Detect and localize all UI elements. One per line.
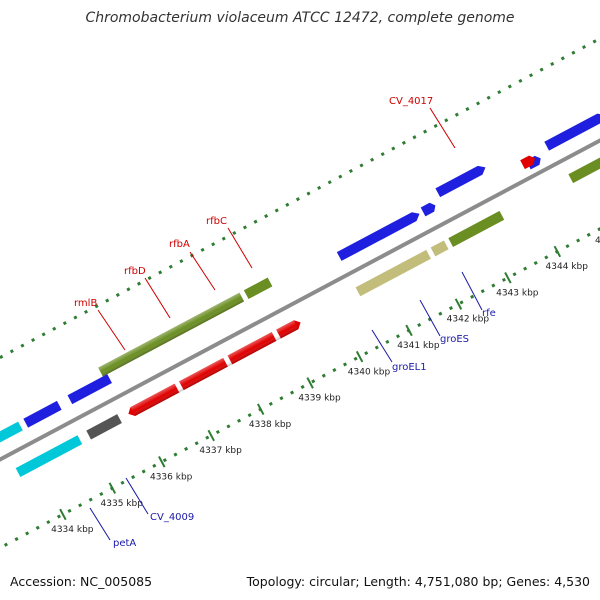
map-content: 4334 kbp 4335 kbp 4336 kbp 4337 kbp 4338 kbp…	[0, 3, 600, 587]
scale-tick	[108, 482, 117, 494]
gene-labels: rmlB rfbD rfbA rfbC CV_4017 groEL1 groES…	[74, 96, 496, 549]
gene-groES-reverse	[430, 240, 449, 257]
gene-groES-forward	[420, 202, 436, 217]
map-title: Chromobacterium violaceum ATCC 12472, co…	[85, 10, 514, 26]
gene-olive-right-reverse	[568, 144, 600, 184]
gene-label-rmlB: rmlB	[74, 298, 97, 309]
gene-cyan-reverse	[15, 435, 83, 477]
scale-tick-label: 4335 kbp	[101, 499, 144, 509]
scale-tick-label: 4337 kbp	[199, 446, 242, 456]
scale-tick-label: 4344 kbp	[546, 262, 589, 272]
gene-label-CV_4017: CV_4017	[389, 96, 433, 107]
gene-groEL1-forward	[336, 212, 420, 261]
gene-CV_4017-reverse	[520, 155, 535, 170]
gene-label-CV_4009: CV_4009	[150, 512, 194, 523]
scale-tick-label: 4345 kbp	[595, 236, 600, 246]
gene-label-rfbA: rfbA	[169, 239, 190, 250]
gene-rfbC-forward	[243, 277, 273, 300]
scale-ticks: 4334 kbp 4335 kbp 4336 kbp 4337 kbp 4338 kbp…	[51, 236, 600, 535]
gene-grey-reverse	[86, 414, 122, 440]
scale-tick-label: 4336 kbp	[150, 472, 193, 482]
scale-tick-label: 4342 kbp	[447, 315, 490, 325]
scale-tick	[59, 508, 67, 521]
gene-label-groES: groES	[440, 334, 469, 345]
gene-label-rfbD: rfbD	[124, 266, 146, 277]
gene-label-groEL1: groEL1	[392, 362, 427, 373]
gene-groEL1-reverse	[355, 249, 431, 297]
gene-cyan-forward	[0, 421, 23, 456]
scale-tick	[504, 272, 512, 284]
inner-guide-line	[0, 151, 600, 587]
gene-rfe-reverse	[448, 210, 505, 247]
accession-text: Accession: NC_005085	[10, 574, 152, 589]
scale-tick-label: 4340 kbp	[348, 367, 391, 377]
gene-petA-forward	[23, 400, 62, 428]
genome-backbone	[0, 86, 600, 514]
scale-tick-label: 4341 kbp	[397, 341, 440, 351]
scale-tick-label: 4339 kbp	[298, 394, 341, 404]
scale-tick	[553, 245, 562, 258]
gene-shading	[98, 292, 299, 416]
scale-tick	[158, 456, 166, 468]
scale-tick	[207, 429, 215, 442]
gene-blue-right-forward	[544, 113, 600, 151]
scale-tick-label: 4334 kbp	[51, 525, 94, 535]
gene-label-rfbC: rfbC	[206, 216, 227, 227]
scale-tick	[405, 324, 413, 337]
scale-tick-label: 4343 kbp	[496, 288, 539, 298]
gene-rfe-forward	[435, 165, 486, 198]
scale-tick	[454, 298, 463, 310]
gene-CV_4009-forward	[67, 374, 112, 405]
scale-tick	[355, 350, 364, 363]
scale-tick	[256, 403, 265, 416]
scale-tick-label: 4338 kbp	[249, 420, 292, 430]
gene-label-rfe: rfe	[482, 308, 496, 319]
genome-summary-text: Topology: circular; Length: 4,751,080 bp…	[246, 574, 590, 589]
gene-label-petA: petA	[113, 538, 136, 549]
outer-guide-line	[0, 3, 600, 438]
scale-tick	[306, 377, 314, 389]
